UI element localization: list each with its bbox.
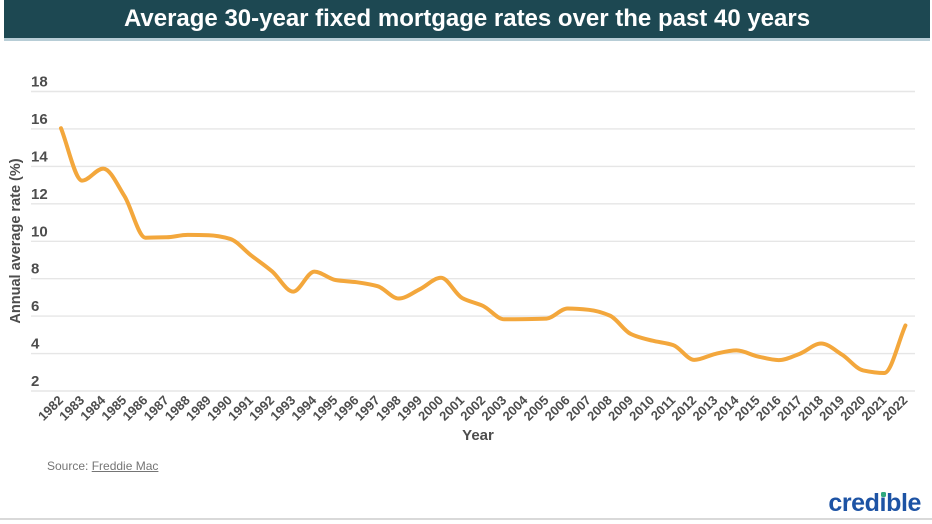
- source-line: Source: Freddie Mac: [47, 459, 158, 473]
- source-label: Source:: [47, 459, 89, 473]
- chart-title: Average 30-year fixed mortgage rates ove…: [123, 5, 811, 32]
- logo-text-pre: cred: [828, 489, 880, 517]
- x-tick-label: 2022: [879, 393, 910, 424]
- source-link[interactable]: Freddie Mac: [91, 459, 159, 473]
- y-tick-label: 2: [31, 373, 39, 390]
- credible-logo[interactable]: credı ble: [828, 491, 921, 516]
- title-bar: Average 30-year fixed mortgage rates ove…: [4, 0, 930, 41]
- y-tick-label: 10: [31, 223, 48, 240]
- y-tick-label: 12: [31, 186, 48, 203]
- y-axis-title: Annual average rate (%): [8, 158, 24, 323]
- y-tick-label: 14: [31, 148, 48, 165]
- logo-letter-i: ı: [879, 489, 887, 517]
- rate-line: [59, 126, 908, 375]
- x-axis-title: Year: [462, 427, 494, 444]
- y-tick-label: 6: [31, 298, 39, 315]
- y-tick-label: 18: [31, 74, 48, 91]
- bottom-divider: [0, 518, 932, 520]
- y-tick-label: 4: [31, 336, 40, 353]
- logo-i-dot-icon: [881, 492, 886, 497]
- logo-text-post: ble: [886, 489, 921, 517]
- y-tick-label: 16: [31, 111, 48, 128]
- y-tick-label: 8: [31, 261, 39, 278]
